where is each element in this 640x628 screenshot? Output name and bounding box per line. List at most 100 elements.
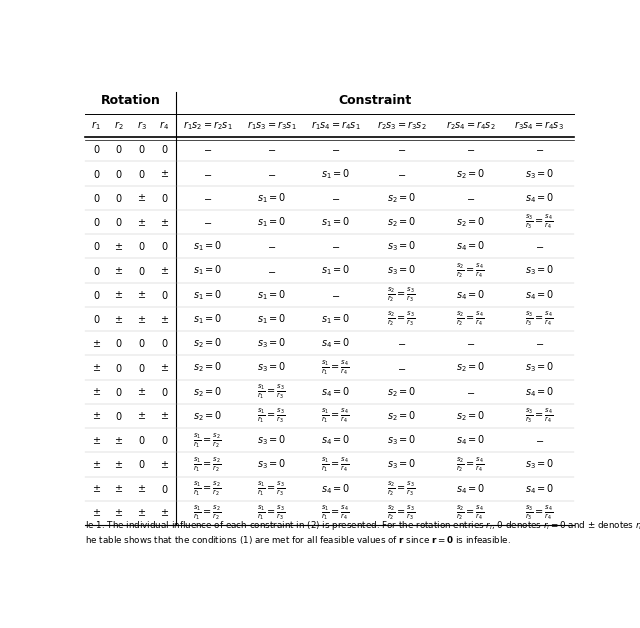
Text: $0$: $0$ — [161, 143, 168, 155]
Text: $s_3=0$: $s_3=0$ — [525, 458, 554, 472]
Text: $s_1=0$: $s_1=0$ — [193, 312, 222, 326]
Text: $-$: $-$ — [397, 338, 406, 349]
Text: $\frac{s_3}{r_3}=\frac{s_4}{r_4}$: $\frac{s_3}{r_3}=\frac{s_4}{r_4}$ — [525, 504, 554, 522]
Text: Rotation: Rotation — [100, 94, 160, 107]
Text: $\frac{s_1}{r_1}=\frac{s_3}{r_3}$: $\frac{s_1}{r_1}=\frac{s_3}{r_3}$ — [257, 382, 286, 401]
Text: $0$: $0$ — [93, 264, 100, 276]
Text: $r_3$: $r_3$ — [137, 119, 147, 132]
Text: $0$: $0$ — [93, 241, 100, 252]
Text: $s_4=0$: $s_4=0$ — [525, 191, 554, 205]
Text: $r_1s_4=r_4s_1$: $r_1s_4=r_4s_1$ — [310, 119, 360, 132]
Text: $0$: $0$ — [138, 434, 145, 447]
Text: $s_3=0$: $s_3=0$ — [257, 458, 286, 472]
Text: $s_3=0$: $s_3=0$ — [387, 264, 417, 278]
Text: $s_3=0$: $s_3=0$ — [257, 360, 286, 374]
Text: $\pm$: $\pm$ — [137, 217, 146, 227]
Text: $\frac{s_1}{r_1}=\frac{s_4}{r_4}$: $\frac{s_1}{r_1}=\frac{s_4}{r_4}$ — [321, 504, 350, 522]
Text: $\frac{s_1}{r_1}=\frac{s_4}{r_4}$: $\frac{s_1}{r_1}=\frac{s_4}{r_4}$ — [321, 358, 350, 377]
Text: $s_3=0$: $s_3=0$ — [257, 337, 286, 350]
Text: $0$: $0$ — [138, 362, 145, 374]
Text: $s_1=0$: $s_1=0$ — [321, 312, 350, 326]
Text: $0$: $0$ — [161, 483, 168, 495]
Text: $s_4=0$: $s_4=0$ — [525, 482, 554, 495]
Text: $0$: $0$ — [115, 216, 123, 228]
Text: $s_4=0$: $s_4=0$ — [321, 482, 350, 495]
Text: $\pm$: $\pm$ — [160, 507, 169, 519]
Text: $\frac{s_2}{r_2}=\frac{s_4}{r_4}$: $\frac{s_2}{r_2}=\frac{s_4}{r_4}$ — [456, 261, 485, 280]
Text: $0$: $0$ — [93, 216, 100, 228]
Text: $0$: $0$ — [115, 168, 123, 180]
Text: $s_1=0$: $s_1=0$ — [257, 215, 286, 229]
Text: $-$: $-$ — [267, 241, 276, 251]
Text: $-$: $-$ — [267, 144, 276, 154]
Text: $-$: $-$ — [203, 217, 212, 227]
Text: $s_3=0$: $s_3=0$ — [257, 433, 286, 447]
Text: $r_2s_4=r_4s_2$: $r_2s_4=r_4s_2$ — [445, 119, 495, 132]
Text: $-$: $-$ — [331, 290, 340, 300]
Text: $s_4=0$: $s_4=0$ — [456, 288, 485, 301]
Text: $-$: $-$ — [267, 168, 276, 178]
Text: $0$: $0$ — [93, 289, 100, 301]
Text: $\pm$: $\pm$ — [115, 435, 124, 446]
Text: $-$: $-$ — [534, 241, 544, 251]
Text: $r_1s_2=r_2s_1$: $r_1s_2=r_2s_1$ — [183, 119, 232, 132]
Text: $s_2=0$: $s_2=0$ — [456, 166, 485, 180]
Text: $\pm$: $\pm$ — [160, 217, 169, 227]
Text: $-$: $-$ — [267, 266, 276, 276]
Text: $s_2=0$: $s_2=0$ — [193, 337, 222, 350]
Text: $r_1$: $r_1$ — [92, 119, 101, 132]
Text: $0$: $0$ — [138, 337, 145, 349]
Text: $-$: $-$ — [397, 144, 406, 154]
Text: $\frac{s_3}{r_3}=\frac{s_4}{r_4}$: $\frac{s_3}{r_3}=\frac{s_4}{r_4}$ — [525, 407, 554, 425]
Text: $\pm$: $\pm$ — [137, 313, 146, 325]
Text: $0$: $0$ — [138, 143, 145, 155]
Text: $-$: $-$ — [203, 144, 212, 154]
Text: $0$: $0$ — [161, 434, 168, 447]
Text: $\frac{s_2}{r_2}=\frac{s_4}{r_4}$: $\frac{s_2}{r_2}=\frac{s_4}{r_4}$ — [456, 504, 485, 522]
Text: $\frac{s_2}{r_2}=\frac{s_3}{r_3}$: $\frac{s_2}{r_2}=\frac{s_3}{r_3}$ — [387, 479, 416, 498]
Text: $\pm$: $\pm$ — [137, 411, 146, 421]
Text: $s_1=0$: $s_1=0$ — [321, 264, 350, 278]
Text: $s_4=0$: $s_4=0$ — [525, 385, 554, 399]
Text: $-$: $-$ — [203, 193, 212, 203]
Text: $0$: $0$ — [115, 362, 123, 374]
Text: $s_4=0$: $s_4=0$ — [525, 288, 554, 301]
Text: $0$: $0$ — [161, 337, 168, 349]
Text: $s_4=0$: $s_4=0$ — [321, 385, 350, 399]
Text: $\frac{s_1}{r_1}=\frac{s_2}{r_2}$: $\frac{s_1}{r_1}=\frac{s_2}{r_2}$ — [193, 479, 222, 498]
Text: $0$: $0$ — [161, 289, 168, 301]
Text: $s_2=0$: $s_2=0$ — [387, 385, 417, 399]
Text: $0$: $0$ — [93, 143, 100, 155]
Text: $s_1=0$: $s_1=0$ — [257, 191, 286, 205]
Text: $-$: $-$ — [466, 387, 475, 397]
Text: $\frac{s_1}{r_1}=\frac{s_2}{r_2}$: $\frac{s_1}{r_1}=\frac{s_2}{r_2}$ — [193, 504, 222, 522]
Text: $0$: $0$ — [138, 458, 145, 470]
Text: $s_2=0$: $s_2=0$ — [193, 360, 222, 374]
Text: $s_3=0$: $s_3=0$ — [387, 433, 417, 447]
Text: $0$: $0$ — [138, 168, 145, 180]
Text: $s_3=0$: $s_3=0$ — [525, 360, 554, 374]
Text: le 1. The individual influence of each constraint in (2) is presented. For the r: le 1. The individual influence of each c… — [85, 519, 640, 533]
Text: $\pm$: $\pm$ — [160, 313, 169, 325]
Text: $s_1=0$: $s_1=0$ — [193, 288, 222, 301]
Text: $s_1=0$: $s_1=0$ — [321, 166, 350, 180]
Text: $s_2=0$: $s_2=0$ — [456, 360, 485, 374]
Text: $s_2=0$: $s_2=0$ — [193, 385, 222, 399]
Text: $s_4=0$: $s_4=0$ — [456, 433, 485, 447]
Text: $\frac{s_2}{r_2}=\frac{s_3}{r_3}$: $\frac{s_2}{r_2}=\frac{s_3}{r_3}$ — [387, 286, 416, 304]
Text: $-$: $-$ — [534, 144, 544, 154]
Text: $s_4=0$: $s_4=0$ — [456, 239, 485, 253]
Text: $0$: $0$ — [93, 192, 100, 204]
Text: $\pm$: $\pm$ — [137, 507, 146, 519]
Text: $\pm$: $\pm$ — [115, 265, 124, 276]
Text: $-$: $-$ — [331, 241, 340, 251]
Text: $\pm$: $\pm$ — [92, 435, 101, 446]
Text: $\pm$: $\pm$ — [92, 386, 101, 398]
Text: $s_3=0$: $s_3=0$ — [525, 264, 554, 278]
Text: Constraint: Constraint — [338, 94, 412, 107]
Text: $\pm$: $\pm$ — [160, 411, 169, 421]
Text: $\pm$: $\pm$ — [115, 290, 124, 300]
Text: $\pm$: $\pm$ — [115, 507, 124, 519]
Text: $s_2=0$: $s_2=0$ — [387, 409, 417, 423]
Text: he table shows that the conditions (1) are met for all feasible values of $\math: he table shows that the conditions (1) a… — [85, 534, 511, 546]
